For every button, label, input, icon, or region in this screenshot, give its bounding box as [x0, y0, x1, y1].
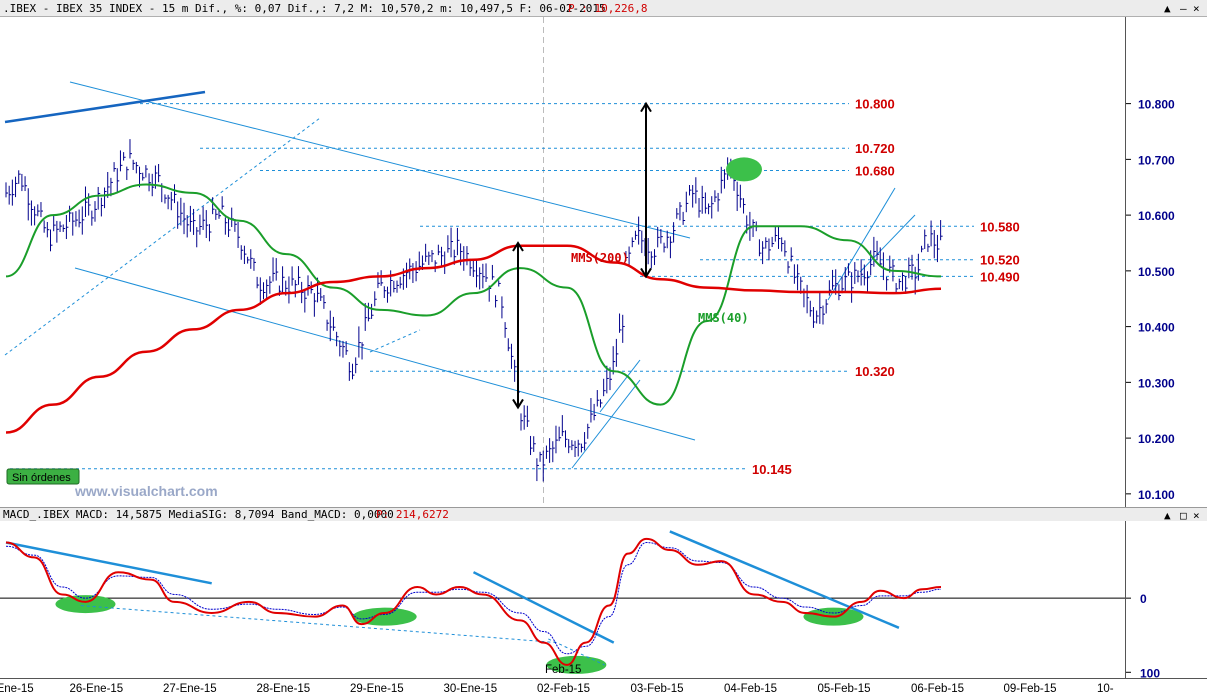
price-header-last: P : 10,226,8	[568, 2, 647, 15]
price-tick-label: 10.300	[1138, 376, 1175, 390]
price-tick-label: 10.100	[1138, 488, 1175, 502]
axes: 10.100 10.200 10.300 10.400 10.500 10.600 10.7…	[0, 98, 1175, 695]
price-header-info: .IBEX - IBEX 35 INDEX - 15 m Dif., %: 0,…	[3, 2, 606, 15]
measure-arrow-up-head	[640, 101, 652, 113]
watermark: www.visualchart.com	[74, 483, 218, 499]
x-tick-label: 27-Ene-15	[163, 683, 217, 695]
level-label: 10.490	[980, 269, 1020, 284]
macd-trend-line	[669, 530, 900, 629]
macd-header-bar	[0, 508, 1207, 521]
macd-maximize-button[interactable]: □	[1180, 509, 1187, 522]
macd-trend-line	[5, 541, 212, 585]
measure-arrow-up-head	[640, 267, 652, 279]
rebound-channel-line	[571, 379, 641, 469]
rebound-channel-line	[599, 359, 641, 413]
rising-channel-line	[859, 214, 916, 273]
macd-tick-label: 100	[1140, 666, 1160, 680]
macd-signal-line	[5, 542, 942, 655]
channel-upper-line	[69, 81, 691, 239]
measure-arrow-down-head	[512, 398, 524, 410]
macd-header-last: P: 214,6272	[376, 508, 449, 521]
price-window-buttons: ▲ – ×	[1164, 2, 1200, 15]
price-tick-label: 10.700	[1138, 153, 1175, 167]
macd-trend-line	[472, 571, 615, 644]
x-tick-label: 06-Feb-15	[911, 683, 964, 695]
macd-close-button[interactable]: ×	[1193, 509, 1200, 522]
price-header-bar	[0, 0, 1207, 16]
resistance-trend-line	[4, 90, 206, 124]
feb-marker-label: Feb-15	[545, 664, 581, 676]
price-tick-label: 10.200	[1138, 432, 1175, 446]
macd-dashed-line	[80, 605, 558, 644]
measure-arrow-down-head	[512, 241, 524, 252]
x-tick-label: 09-Feb-15	[1004, 683, 1057, 695]
high-highlight	[726, 157, 762, 182]
x-tick-label: 04-Feb-15	[724, 683, 777, 695]
x-tick-label: 02-Feb-15	[537, 683, 590, 695]
price-up-button[interactable]: ▲	[1164, 2, 1171, 15]
macd-line	[5, 537, 942, 666]
x-tick-label: 23-Ene-15	[0, 683, 34, 695]
level-label: 10.520	[980, 253, 1020, 268]
macd-highlight	[546, 655, 607, 674]
level-label: 10.720	[855, 141, 895, 156]
mms40-label: MMS(40)	[698, 311, 749, 325]
macd-header-info: MACD_.IBEX MACD: 14,5875 MediaSIG: 8,709…	[3, 508, 394, 521]
mms200-label: MMS(200)	[571, 251, 629, 265]
mms40-line	[5, 183, 942, 406]
macd-panel	[0, 530, 1125, 674]
price-tick-label: 10.500	[1138, 265, 1175, 279]
price-tick-label: 10.800	[1138, 98, 1175, 112]
price-close-button[interactable]: ×	[1193, 2, 1200, 15]
macd-tick-label: 0	[1140, 592, 1147, 606]
level-label: 10.145	[752, 462, 792, 477]
macd-window-buttons: ▲ □ ×	[1164, 509, 1200, 522]
orders-label: Sin órdenes	[12, 472, 71, 484]
orders-badge[interactable]: Sin órdenes	[6, 468, 80, 485]
x-tick-label: 30-Ene-15	[444, 683, 498, 695]
x-tick-label: 05-Feb-15	[818, 683, 871, 695]
x-tick-label: 03-Feb-15	[631, 683, 684, 695]
x-tick-label: 29-Ene-15	[350, 683, 404, 695]
x-tick-label: 26-Ene-15	[70, 683, 124, 695]
x-tick-label: 10-	[1097, 683, 1114, 695]
macd-highlight	[352, 607, 417, 626]
level-label: 10.800	[855, 97, 895, 112]
mms200-line	[5, 244, 942, 434]
channel-lower-line	[74, 267, 696, 441]
price-tick-label: 10.400	[1138, 321, 1175, 335]
macd-highlight	[55, 595, 116, 614]
macd-up-button[interactable]: ▲	[1164, 509, 1171, 522]
price-tick-label: 10.600	[1138, 209, 1175, 223]
level-label: 10.320	[855, 364, 895, 379]
level-label: 10.680	[855, 164, 895, 179]
x-tick-label: 28-Ene-15	[257, 683, 311, 695]
level-label: 10.580	[980, 219, 1020, 234]
price-minimize-button[interactable]: –	[1180, 2, 1187, 15]
